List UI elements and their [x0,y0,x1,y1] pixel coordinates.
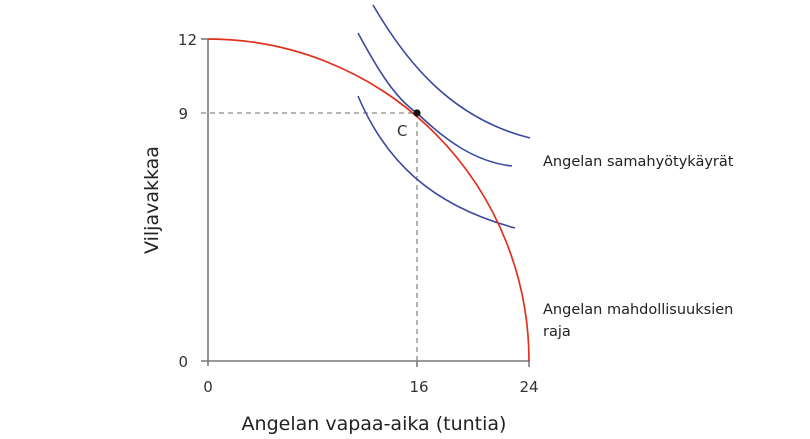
point-c-marker [413,109,421,117]
frontier-label-line2: raja [543,324,571,340]
indifference-curve-high [372,4,531,139]
indifference-curve-middle [357,32,513,167]
x-tick-0: 0 [203,378,213,396]
y-tick-0: 0 [178,353,188,371]
frontier-label-line1: Angelan mahdollisuuksien [543,302,733,318]
point-c-label: C [397,122,407,140]
indifference-curve-low [357,95,516,229]
y-axis-title: Viljavakkaa [141,146,163,254]
feasible-frontier-curve [207,38,530,362]
x-axis-title: Angelan vapaa-aika (tuntia) [242,413,507,435]
x-tick-24: 24 [519,378,538,396]
y-tick-12: 12 [178,31,197,49]
y-tick-9: 9 [178,105,188,123]
x-tick-16: 16 [409,378,428,396]
indifference-curves-label: Angelan samahyötykäyrät [543,154,734,170]
